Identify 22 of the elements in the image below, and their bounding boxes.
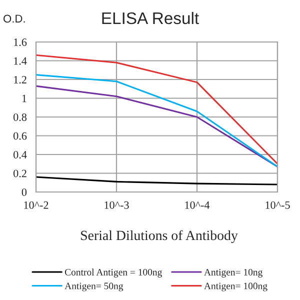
legend-label: Antigen= 100ng [204, 282, 268, 292]
y-tick-label: 1.2 [14, 76, 26, 84]
y-tick-label: 1.6 [14, 38, 27, 46]
x-tick-label: 10^-2 [24, 201, 48, 209]
line-series [36, 176, 278, 186]
y-tick-label: 1 [22, 94, 26, 102]
y-tick-label: 0.4 [14, 150, 27, 159]
line-series [36, 54, 278, 165]
y-axis-title: O.D. [4, 14, 25, 23]
y-tick-label: 1.4 [14, 57, 27, 65]
y-tick-label: 0.6 [14, 132, 27, 140]
x-tick-label: 10^-3 [104, 201, 129, 209]
chart-title: ELISA Result [102, 12, 199, 24]
legend-label: Control Antigen = 100ng [64, 268, 162, 278]
legend-label: Antigen= 50ng [64, 282, 124, 292]
legend-label: Antigen= 10ng [204, 268, 262, 278]
y-tick-label: 0.2 [14, 170, 26, 178]
y-tick-label: 0.8 [14, 113, 27, 122]
x-tick-label: 10^-5 [266, 201, 290, 209]
x-tick-label: 10^-4 [185, 201, 210, 209]
x-axis-title: Serial Dilutions of Antibody [81, 230, 238, 243]
y-tick-label: 0 [22, 188, 27, 196]
